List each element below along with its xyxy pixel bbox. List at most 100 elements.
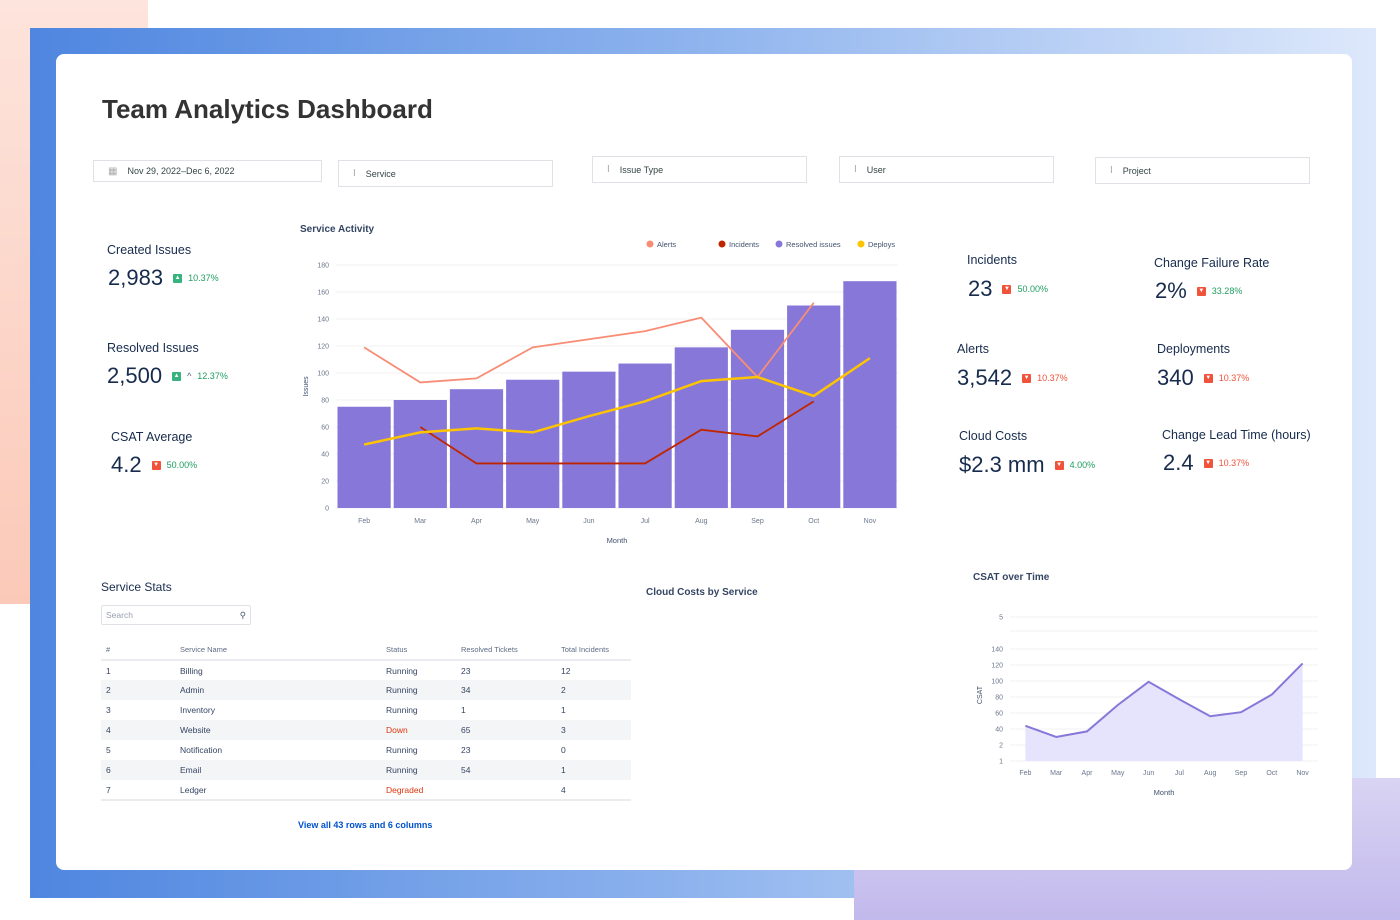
bar-nov (843, 281, 897, 508)
table-cell: 3 (556, 720, 631, 740)
arrow-down-icon: ▼ (1022, 373, 1032, 383)
y-tick-label: 100 (317, 371, 329, 378)
x-tick-label: Aug (695, 518, 708, 525)
y-tick-label: 140 (991, 647, 1003, 654)
table-row[interactable]: 1 Billing Running 23 12 (101, 660, 631, 680)
table-row[interactable]: 7 Ledger Degraded 4 (101, 780, 631, 801)
arrow-down-icon: ▼ (1203, 373, 1213, 383)
kpi-cloud-label: Cloud Costs (959, 429, 1028, 443)
legend-marker-resolved-issues (775, 240, 783, 248)
bar-apr (449, 389, 504, 508)
kpi-lead: 2.4 ▼ 10.37% (1163, 450, 1249, 476)
column-header[interactable]: Service Name (175, 640, 381, 661)
bar-oct (787, 305, 841, 508)
kpi-alerts: 3,542 ▼ 10.37% (957, 365, 1068, 391)
table-row[interactable]: 6 Email Running 54 1 (101, 760, 631, 780)
table-cell: Ledger (175, 780, 381, 801)
table-row[interactable]: 5 Notification Running 23 0 (101, 740, 631, 760)
table-cell: 34 (456, 680, 556, 700)
table-cell: 65 (456, 720, 556, 740)
y-tick-label: 80 (995, 695, 1003, 702)
column-header[interactable]: Resolved Tickets (456, 640, 556, 661)
x-tick-label: Jul (1175, 770, 1184, 777)
search-input[interactable]: Search ⚲ (101, 605, 251, 625)
arrow-down-icon: ▼ (1203, 458, 1213, 468)
kpi-resolved-value: 2,500 (107, 363, 163, 388)
kpi-created: 2,983 ▲ 10.37% (108, 265, 219, 291)
kpi-resolved: 2,500 ▲ ^ 12.37% (107, 363, 228, 389)
bar-may (506, 379, 560, 508)
y-tick-label: 40 (995, 727, 1003, 734)
column-header[interactable]: # (101, 640, 175, 661)
table-row[interactable]: 4 Website Down 65 3 (101, 720, 631, 740)
kpi-deployments-label: Deployments (1157, 342, 1230, 356)
table-cell: Running (381, 760, 456, 780)
table-cell (456, 780, 556, 801)
legend-marker-alerts (646, 240, 654, 248)
bar-jul (618, 363, 672, 508)
kpi-cfr-label: Change Failure Rate (1154, 256, 1270, 270)
view-all-link[interactable]: View all 43 rows and 6 columns (298, 820, 433, 830)
text-cursor-icon: I (607, 164, 610, 175)
user-filter[interactable]: I User (839, 156, 1054, 183)
table-cell: 7 (101, 780, 175, 801)
kpi-deployments: 340 ▼ 10.37% (1157, 365, 1249, 391)
x-tick-label: Jul (641, 518, 650, 525)
arrow-up-icon: ▲ (173, 273, 183, 283)
column-header[interactable]: Status (381, 640, 456, 661)
arrow-down-icon: ▼ (1002, 284, 1012, 294)
bar-feb (337, 406, 391, 508)
column-header[interactable]: Total Incidents (556, 640, 631, 661)
service-filter[interactable]: I Service (338, 160, 553, 187)
x-tick-label: Jun (1143, 770, 1154, 777)
x-tick-label: Sep (751, 518, 764, 525)
kpi-cloud: $2.3 mm ▼ 4.00% (959, 452, 1095, 478)
search-placeholder: Search (106, 610, 133, 620)
y-axis-label: Issues (303, 376, 310, 397)
table-row[interactable]: 3 Inventory Running 1 1 (101, 700, 631, 720)
kpi-incidents-label: Incidents (967, 253, 1018, 267)
legend-label: Deploys (868, 240, 895, 249)
table-cell: 1 (561, 705, 566, 715)
y-tick-label: 120 (991, 663, 1003, 670)
project-filter[interactable]: I Project (1095, 157, 1310, 184)
csat-line (1025, 662, 1304, 739)
table-cell: Running (386, 665, 418, 676)
y-tick-label: 180 (317, 263, 329, 270)
x-tick-label: Aug (1204, 770, 1217, 777)
table-cell: 4 (556, 780, 631, 801)
kpi-incidents: 23 ▼ 50.00% (968, 276, 1048, 302)
kpi-created-label: Created Issues (107, 243, 192, 257)
x-tick-label: Apr (471, 518, 483, 525)
kpi-deployments-value: 340 (1157, 365, 1194, 390)
x-tick-label: Apr (1082, 770, 1094, 777)
line-deploys (363, 357, 871, 446)
date-range-filter[interactable]: ▦ Nov 29, 2022–Dec 6, 2022 (93, 160, 322, 182)
table-cell: 12 (561, 665, 571, 676)
x-tick-label: Jun (583, 518, 594, 525)
x-tick-label: Mar (414, 518, 427, 525)
table-cell: 6 (101, 760, 175, 780)
arrow-down-icon: ▼ (1054, 460, 1064, 470)
x-tick-label: May (1111, 770, 1125, 777)
service-stats-title: Service Stats (101, 580, 172, 594)
table-cell: Email (175, 760, 381, 780)
kpi-cfr: 2% ▼ 33.28% (1155, 278, 1242, 304)
issue-type-filter-label: Issue Type (619, 164, 664, 175)
legend-marker-deploys (857, 240, 865, 248)
kpi-csat: 4.2 ▼ 50.00% (111, 452, 197, 478)
y-tick-label: 5 (999, 615, 1003, 622)
kpi-lead-value: 2.4 (1163, 450, 1194, 475)
table-row[interactable]: 2 Admin Running 34 2 (101, 680, 631, 700)
legend-label: Resolved issues (786, 240, 841, 249)
x-tick-label: Oct (1266, 770, 1277, 777)
y-tick-label: 20 (321, 479, 329, 486)
csat-area (1025, 663, 1303, 761)
arrow-down-icon: ▼ (1196, 286, 1206, 296)
legend-marker-incidents (718, 240, 726, 248)
bar-aug (674, 347, 728, 508)
issue-type-filter[interactable]: I Issue Type (592, 156, 807, 183)
y-tick-label: 100 (991, 679, 1003, 686)
kpi-alerts-value: 3,542 (957, 365, 1013, 390)
kpi-created-value: 2,983 (108, 265, 164, 290)
